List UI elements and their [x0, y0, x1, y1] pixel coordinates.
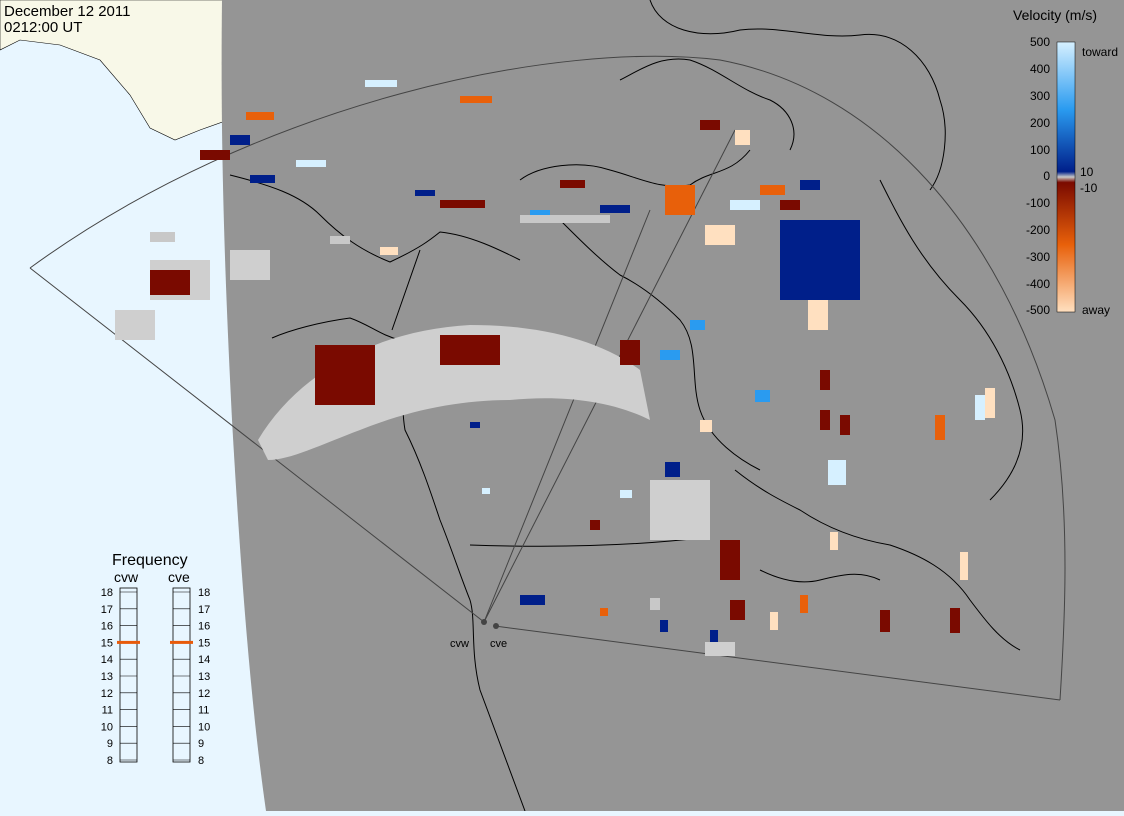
frequency-bar-cvw [119, 587, 138, 763]
legend-tick-label: 300 [1030, 89, 1050, 103]
radar-site-cvw-label: cvw [450, 638, 469, 650]
legend-colorbar [1056, 41, 1076, 313]
frequency-scale-label: 15 [101, 637, 113, 649]
frequency-scale-label: 13 [198, 671, 210, 683]
velocity-legend: Velocity (m/s) 500 400 300 200 100 0 -10… [1013, 7, 1118, 317]
frequency-scale-label: 8 [198, 755, 204, 767]
frequency-scale-label: 12 [101, 688, 113, 700]
legend-tick-label: 400 [1030, 62, 1050, 76]
frequency-scale-label: 18 [198, 587, 210, 599]
legend-title: Velocity (m/s) [1013, 7, 1097, 23]
radar-sites: cvw cve [450, 619, 507, 650]
radar-site-cve-label: cve [490, 638, 507, 650]
legend-tick-label: -100 [1026, 196, 1050, 210]
legend-tick-label: 500 [1030, 35, 1050, 49]
frequency-scale-label: 13 [101, 671, 113, 683]
legend-tick-label: -500 [1026, 303, 1050, 317]
legend-tick-label: -10 [1080, 181, 1098, 195]
legend-tick-label: -300 [1026, 250, 1050, 264]
frequency-scale-label: 17 [101, 604, 113, 616]
frequency-scale-label: 15 [198, 637, 210, 649]
legend-tick-label: 200 [1030, 116, 1050, 130]
frequency-scale-label: 14 [101, 654, 113, 666]
frequency-scale-label: 11 [198, 705, 209, 717]
frequency-scale-label: 18 [101, 587, 113, 599]
coastlines [229, 0, 1024, 812]
frequency-scale-label: 17 [198, 604, 210, 616]
legend-away-label: away [1082, 303, 1110, 317]
frequency-scale-label: 10 [101, 721, 113, 733]
frequency-scale-label: 11 [102, 705, 113, 717]
legend-toward-label: toward [1082, 45, 1118, 59]
legend-tick-label: -400 [1026, 277, 1050, 291]
frequency-bar-cve [172, 587, 191, 763]
frequency-scale-label: 12 [198, 688, 210, 700]
frequency-scale-label: 9 [107, 738, 113, 750]
frequency-scale-label: 8 [107, 755, 113, 767]
frequency-panel: Frequency cvw cve 18 17 16 15 14 13 12 11 10 9 8 1… [101, 552, 211, 767]
legend-tick-label: 0 [1043, 169, 1050, 183]
frequency-marker-cve [170, 640, 193, 644]
date-label: December 12 2011 [4, 3, 130, 20]
frequency-radar-label-cve: cve [168, 569, 190, 585]
frequency-scale-label: 10 [198, 721, 210, 733]
frequency-radar-label-cvw: cvw [114, 569, 139, 585]
time-label: 0212:00 UT [4, 19, 82, 36]
radar-site-cvw-marker [481, 619, 487, 625]
radar-site-cve-marker [493, 623, 499, 629]
velocity-echoes [150, 80, 995, 642]
frequency-scale-label: 9 [198, 738, 204, 750]
frequency-scale-label: 16 [198, 621, 210, 633]
frequency-marker-cvw [117, 640, 140, 644]
frequency-scale-label: 16 [101, 621, 113, 633]
frequency-scale-label: 14 [198, 654, 210, 666]
legend-tick-label: 100 [1030, 143, 1050, 157]
legend-tick-label: -200 [1026, 223, 1050, 237]
timestamp: December 12 2011 0212:00 UT [4, 3, 130, 36]
legend-tick-label: 10 [1080, 165, 1094, 179]
frequency-title: Frequency [112, 552, 188, 569]
